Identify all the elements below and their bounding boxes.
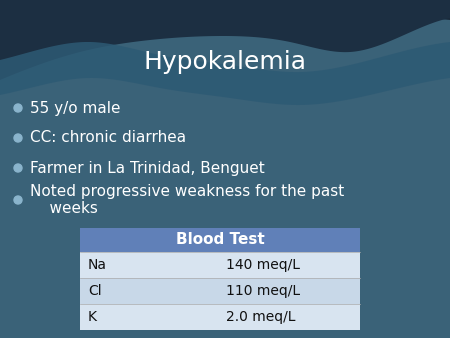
Text: Na: Na xyxy=(88,258,107,272)
Text: Hypokalemia: Hypokalemia xyxy=(144,50,306,74)
FancyBboxPatch shape xyxy=(80,278,360,304)
Circle shape xyxy=(14,134,22,142)
Text: Blood Test: Blood Test xyxy=(176,233,265,247)
Text: K: K xyxy=(88,310,97,324)
Text: 110 meq/L: 110 meq/L xyxy=(225,284,300,298)
Text: 140 meq/L: 140 meq/L xyxy=(225,258,300,272)
Polygon shape xyxy=(0,0,450,80)
FancyBboxPatch shape xyxy=(80,228,360,252)
Text: 55 y/o male: 55 y/o male xyxy=(30,100,121,116)
Polygon shape xyxy=(0,0,450,55)
Circle shape xyxy=(14,196,22,204)
Text: Cl: Cl xyxy=(88,284,102,298)
Text: Noted progressive weakness for the past
    weeks: Noted progressive weakness for the past … xyxy=(30,184,344,216)
Circle shape xyxy=(14,164,22,172)
FancyBboxPatch shape xyxy=(80,252,360,278)
FancyBboxPatch shape xyxy=(80,304,360,330)
Text: Farmer in La Trinidad, Benguet: Farmer in La Trinidad, Benguet xyxy=(30,161,265,175)
Circle shape xyxy=(14,104,22,112)
Polygon shape xyxy=(0,42,450,105)
Text: 2.0 meq/L: 2.0 meq/L xyxy=(225,310,295,324)
Text: CC: chronic diarrhea: CC: chronic diarrhea xyxy=(30,130,186,145)
